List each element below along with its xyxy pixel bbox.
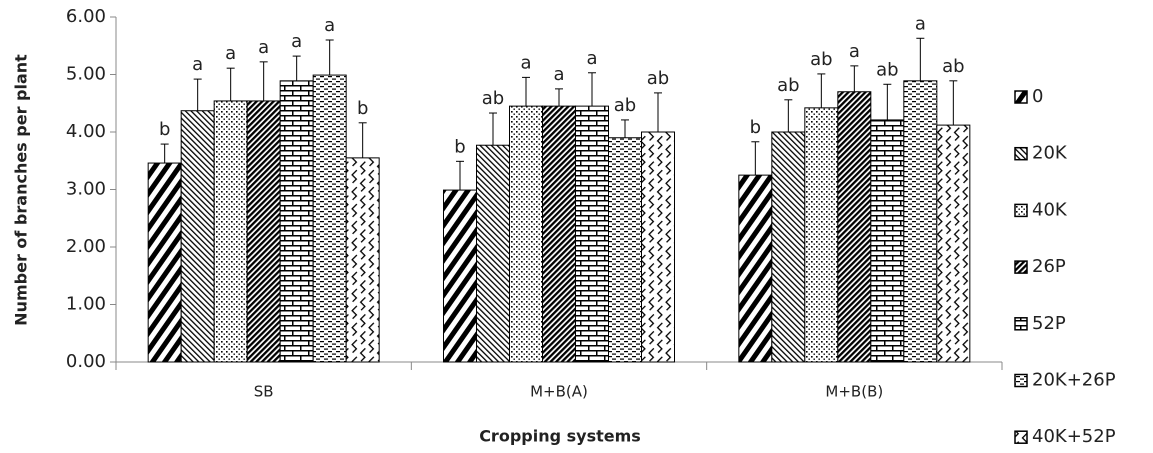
significance-label: a [258, 37, 269, 58]
legend-label: 52P [1032, 313, 1066, 334]
significance-label: ab [777, 75, 799, 96]
y-tick-label: 2.00 [66, 236, 106, 257]
bar [312, 74, 347, 363]
legend-label: 20K [1032, 143, 1068, 164]
legend-label: 20K+26P [1032, 370, 1116, 391]
significance-label: a [849, 41, 860, 62]
significance-label: a [192, 54, 203, 75]
bar [180, 110, 215, 363]
bar [476, 144, 510, 363]
y-tick-label: 0.00 [66, 351, 106, 372]
bar [870, 119, 905, 363]
significance-label: ab [876, 59, 898, 80]
bar [279, 80, 314, 363]
y-tick-label: 5.00 [66, 64, 106, 85]
bar [509, 105, 543, 363]
x-axis-title: Cropping systems [479, 427, 641, 446]
legend-label: 40K+52P [1032, 426, 1116, 447]
bar [542, 105, 576, 363]
legend-swatch [1014, 203, 1028, 218]
bar [771, 131, 806, 363]
significance-label: a [225, 43, 236, 64]
significance-label: a [586, 48, 597, 69]
legend-swatch [1014, 146, 1028, 161]
legend-label: 26P [1032, 256, 1066, 277]
bar [443, 189, 477, 363]
y-tick-label: 6.00 [66, 6, 106, 27]
significance-label: b [357, 98, 368, 119]
legend-swatch [1014, 373, 1028, 388]
y-axis-title: Number of branches per plant [12, 54, 31, 326]
y-tick-label: 1.00 [66, 294, 106, 315]
significance-label: ab [647, 68, 669, 89]
bar [936, 124, 971, 363]
significance-label: a [291, 31, 302, 52]
significance-label: a [324, 15, 335, 36]
significance-label: b [159, 119, 170, 140]
bar [147, 162, 182, 363]
x-tick-label: M+B(B) [825, 383, 883, 401]
bar [641, 131, 675, 363]
significance-label: ab [942, 56, 964, 77]
y-tick-label: 4.00 [66, 121, 106, 142]
y-tick-label: 3.00 [66, 179, 106, 200]
bar [213, 100, 248, 363]
bar [738, 174, 773, 363]
bar [837, 91, 872, 363]
legend-label: 40K [1032, 199, 1068, 220]
bar [903, 80, 938, 363]
significance-label: ab [614, 95, 636, 116]
bar [608, 137, 642, 363]
bar [246, 100, 281, 363]
significance-label: a [915, 13, 926, 34]
significance-label: ab [482, 88, 504, 109]
significance-label: a [520, 52, 531, 73]
legend-swatch [1014, 90, 1028, 104]
legend-label: 0 [1032, 86, 1043, 107]
bar [575, 105, 609, 363]
significance-label: b [454, 136, 465, 157]
legend-swatch [1014, 317, 1028, 331]
bar [804, 107, 839, 363]
significance-label: b [750, 117, 761, 138]
significance-label: ab [810, 49, 832, 70]
x-tick-label: M+B(A) [530, 383, 588, 401]
x-tick-label: SB [254, 383, 274, 401]
bar [345, 157, 380, 363]
significance-label: a [553, 64, 564, 85]
legend-swatch [1014, 430, 1028, 444]
legend-swatch [1014, 260, 1028, 274]
